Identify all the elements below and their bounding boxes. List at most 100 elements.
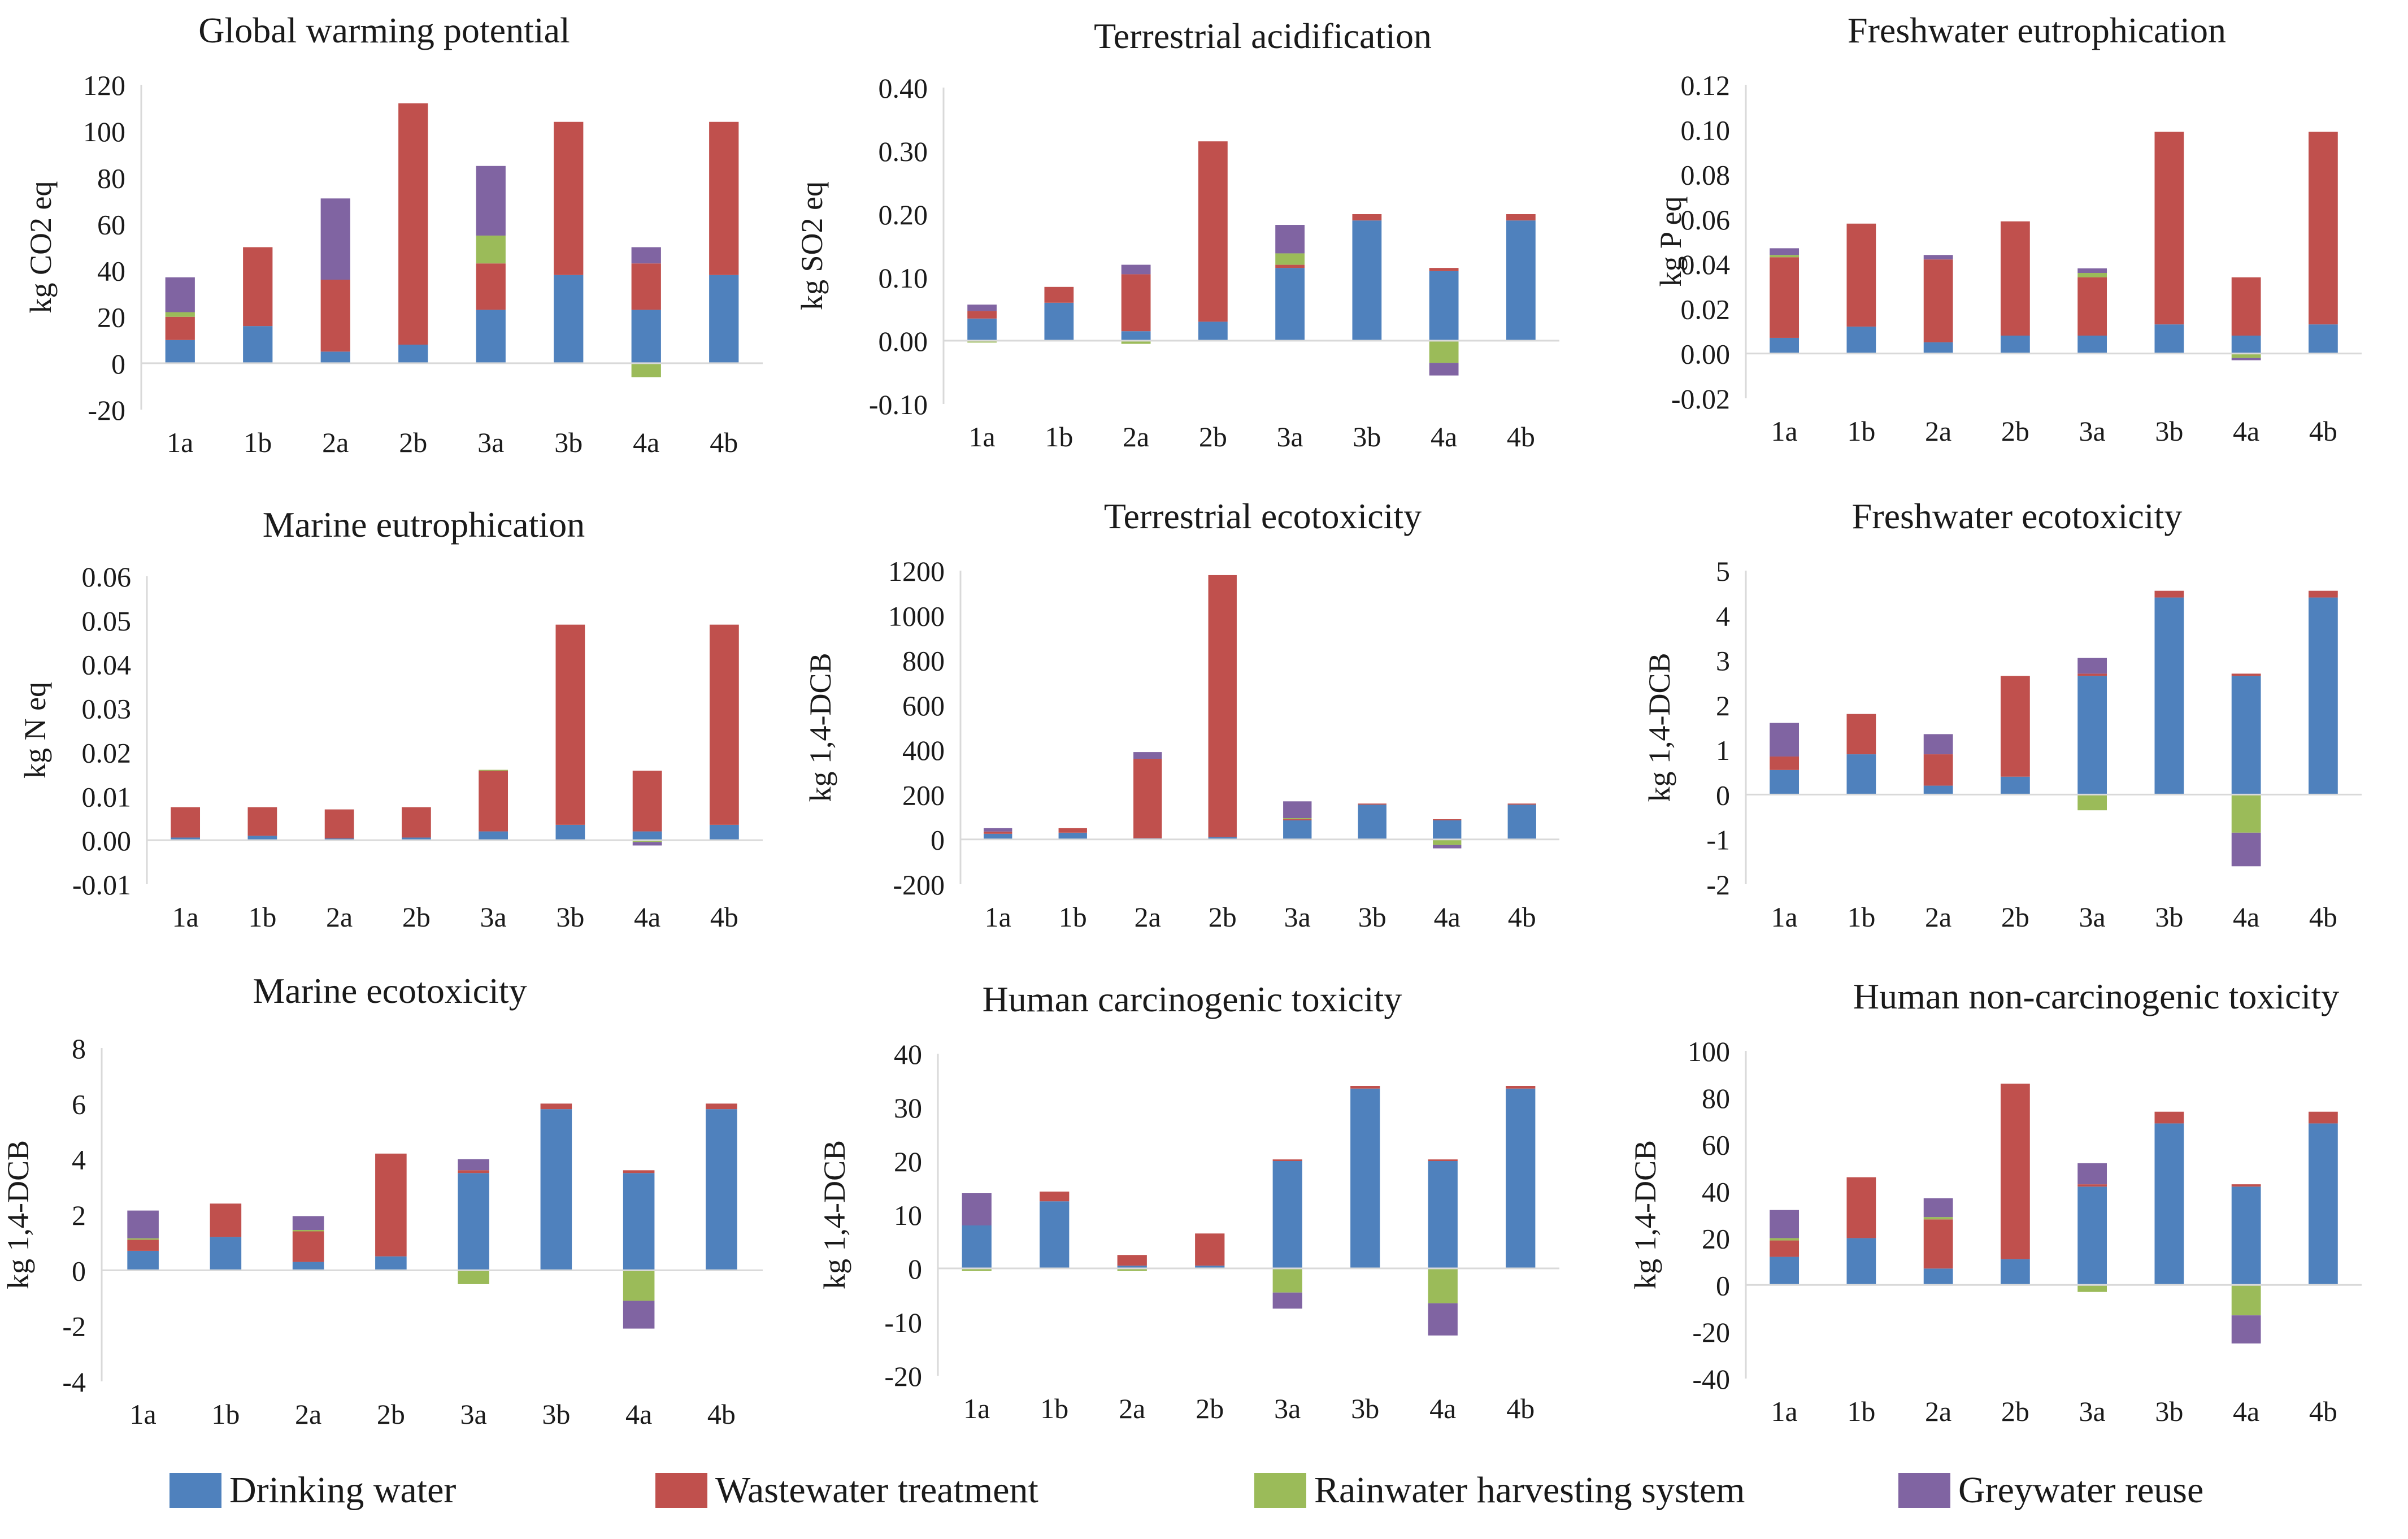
bar-4a-wastewater (1428, 1159, 1458, 1161)
bar-2a-wastewater (1117, 1255, 1147, 1266)
bar-2a-greywater (320, 198, 350, 280)
bar-2a-rainwater (1923, 1217, 1953, 1220)
legend-item-drinking-water: Drinking water (169, 1469, 456, 1512)
bar-4a-rainwater (631, 363, 661, 377)
bar-2a-wastewater (1133, 759, 1162, 838)
bar-4a-greywater (2231, 358, 2261, 360)
bar-4a-wastewater (1433, 819, 1462, 821)
x-tick-label: 1b (1847, 415, 1875, 447)
bar-2a-wastewater (1121, 274, 1151, 332)
bar-1a-drinking (984, 833, 1012, 840)
x-tick-label: 1a (985, 901, 1011, 933)
bar-3a-drinking (2077, 336, 2107, 354)
bar-4a-wastewater (2231, 673, 2261, 676)
legend-label-wastewater-treatment: Wastewater treatment (715, 1470, 1038, 1511)
x-tick-label: 1b (244, 427, 272, 458)
bar-3a-wastewater (1283, 819, 1312, 821)
y-tick-label: 40 (97, 255, 125, 287)
y-tick-label: -2 (62, 1311, 86, 1342)
x-tick-label: 4a (625, 1398, 652, 1430)
y-tick-label: 0.00 (1681, 338, 1731, 370)
bar-2a-wastewater (1923, 1219, 1953, 1269)
y-tick-label: 0.02 (1681, 293, 1731, 325)
bar-4b-wastewater (1507, 803, 1536, 805)
x-tick-label: 3b (556, 901, 584, 933)
bar-3a-drinking (2077, 676, 2107, 795)
x-tick-label: 3a (480, 901, 507, 933)
chart-panel-3: Freshwater eutrophication kg P eq -0.02 0.0… (1654, 10, 2362, 447)
bar-4a-rainwater (1433, 839, 1462, 845)
y-tick-label: 0 (1716, 1270, 1730, 1301)
chart-title: Marine ecotoxicity (253, 971, 527, 1011)
x-tick-label: 4a (633, 427, 659, 458)
bar-3b-wastewater (1352, 214, 1382, 221)
x-tick-label: 3a (2079, 1395, 2106, 1427)
bar-2a-greywater (1133, 752, 1162, 759)
y-tick-label: 0.10 (1681, 114, 1731, 146)
bar-2b-drinking (2000, 336, 2030, 354)
x-tick-label: 3a (2079, 901, 2106, 933)
legend: Drinking water Wastewater treatment Rain… (0, 1469, 2408, 1531)
bar-4a-wastewater (1429, 268, 1459, 271)
x-tick-label: 2b (2001, 415, 2029, 447)
chart-panel-2: Terrestrial acidification kg SO2 eq -0.10 0… (795, 16, 1559, 453)
bar-4a-rainwater (623, 1270, 655, 1301)
y-tick-label: 4 (72, 1144, 86, 1176)
y-tick-label: -10 (884, 1307, 922, 1338)
bar-3b-wastewater (2154, 590, 2184, 598)
bar-3b-drinking (1352, 220, 1382, 341)
bar-4a-rainwater (2231, 794, 2261, 833)
bar-2a-drinking (1117, 1266, 1147, 1268)
bar-4a-drinking (623, 1173, 655, 1271)
bar-4a-rainwater (1429, 341, 1459, 363)
y-tick-label: 3 (1716, 645, 1730, 677)
y-axis-label: kg P eq (1654, 197, 1688, 287)
bar-4a-drinking (2231, 336, 2261, 354)
x-tick-label: 2a (295, 1398, 321, 1430)
x-tick-label: 4a (2233, 1395, 2259, 1427)
bar-2b-wastewater (1208, 575, 1237, 837)
bar-4a-greywater (1433, 845, 1462, 849)
bar-1b-wastewater (1044, 286, 1074, 303)
bar-2a-greywater (1923, 1198, 1953, 1218)
x-tick-label: 4a (1434, 901, 1461, 933)
bar-1a-drinking (171, 837, 201, 841)
bar-1b-wastewater (247, 807, 277, 836)
x-tick-label: 4a (1431, 421, 1457, 453)
bar-3b-wastewater (2154, 132, 2184, 325)
legend-label-drinking-water: Drinking water (229, 1470, 457, 1511)
bar-1a-drinking (1770, 337, 1800, 354)
bar-1a-wastewater (171, 807, 201, 838)
bar-4a-wastewater (632, 771, 662, 832)
legend-swatch-greywater-reuse (1898, 1473, 1950, 1508)
bar-2b-drinking (2000, 776, 2030, 795)
bar-3a-greywater (476, 166, 506, 236)
bar-4a-wastewater (2231, 1184, 2261, 1187)
x-tick-label: 2b (1199, 421, 1227, 453)
y-tick-label: 0.03 (82, 693, 132, 725)
bar-2a-drinking (292, 1262, 324, 1271)
bar-3b-drinking (2154, 1123, 2184, 1285)
y-tick-label: 6 (72, 1088, 86, 1120)
bar-1b-wastewater (1058, 828, 1087, 833)
y-tick-label: 600 (902, 690, 945, 721)
bar-1a-rainwater (127, 1238, 159, 1240)
y-tick-label: 0 (1716, 779, 1730, 811)
x-tick-label: 4a (2233, 415, 2259, 447)
bar-1b-wastewater (1846, 714, 1876, 755)
legend-item-wastewater-treatment: Wastewater treatment (655, 1469, 1038, 1512)
bar-1a-rainwater (962, 1268, 992, 1271)
bar-2a-drinking (324, 838, 354, 841)
x-tick-label: 4b (2309, 1395, 2337, 1427)
bar-3a-rainwater (1272, 1268, 1302, 1293)
bar-2b-wastewater (2000, 1084, 2030, 1259)
x-tick-label: 2b (377, 1398, 405, 1430)
x-tick-label: 4b (2309, 901, 2337, 933)
bar-2b-wastewater (398, 103, 428, 345)
bar-4b-wastewater (2308, 590, 2338, 598)
y-tick-label: 0.05 (82, 605, 132, 637)
chart-title: Freshwater ecotoxicity (1852, 496, 2183, 536)
x-tick-label: 3b (2155, 901, 2183, 933)
bar-4a-drinking (2231, 1186, 2261, 1285)
bar-2a-wastewater (1923, 259, 1953, 342)
